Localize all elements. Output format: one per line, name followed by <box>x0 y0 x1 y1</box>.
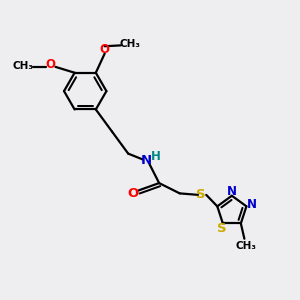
Text: H: H <box>151 150 161 163</box>
Text: S: S <box>218 222 227 235</box>
Text: O: O <box>127 187 138 200</box>
Text: N: N <box>227 184 237 197</box>
Text: CH₃: CH₃ <box>236 241 256 251</box>
Text: CH₃: CH₃ <box>119 39 140 49</box>
Text: N: N <box>247 198 257 212</box>
Text: CH₃: CH₃ <box>13 61 34 71</box>
Text: S: S <box>196 188 206 201</box>
Text: O: O <box>45 58 55 71</box>
Text: N: N <box>140 154 152 167</box>
Text: O: O <box>100 43 110 56</box>
